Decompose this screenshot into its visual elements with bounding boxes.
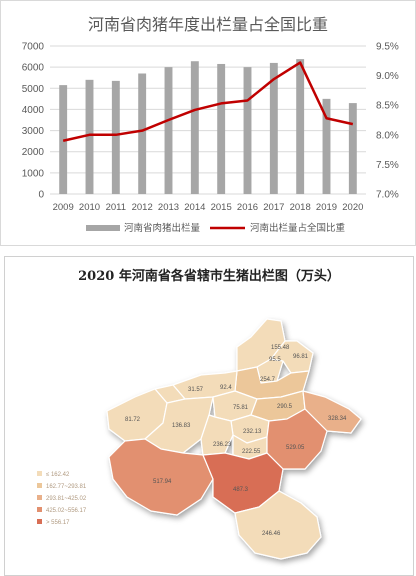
legend-label-4: 425.02~556.17 [46,508,87,514]
bar-2012 [138,73,147,194]
map-label-zhumadian: 487.3 [233,487,249,493]
x-tick-label: 2009 [53,202,74,213]
region-zhoukou [266,408,328,470]
bar-2018 [296,59,305,195]
x-tick-label: 2015 [211,202,232,213]
line-series [62,61,354,142]
henan-map: 155.48 95.5 96.81 254.7 31.57 92.4 81.72… [37,318,362,560]
right-tick-label: 7.5% [376,160,399,171]
region-zhumadian [202,452,284,514]
region-pingdingshan [200,414,234,456]
x-tick-label: 2012 [132,202,153,213]
legend-label-2: 162.77~293.81 [46,484,87,490]
map-label-nanyang: 517.94 [153,479,172,485]
left-tick-label: 1000 [22,168,45,179]
bar-line-chart: 河南省肉猪年度出栏量占全国比重 0 1000 2000 3000 4000 5000 600… [0,0,416,246]
region-xinyang [234,490,322,560]
legend-swatch-1 [37,471,42,476]
map-label-puyang: 96.81 [293,354,309,360]
bar-2016 [243,67,252,194]
legend-bar-swatch [86,225,120,231]
x-tick-label: 2011 [106,202,126,213]
x-tick-label: 2013 [158,202,179,213]
legend-swatch-4 [37,507,42,512]
map-legend: ≤ 162.42 162.77~293.81 293.81~425.02 425… [37,471,87,526]
map-label-anyang: 155.48 [271,345,290,351]
legend-label-1: ≤ 162.42 [46,472,70,478]
map-value-labels: 155.48 95.5 96.81 254.7 31.57 92.4 81.72… [125,345,347,537]
map-label-shangqiu: 328.34 [328,416,347,422]
legend-line-label: 河南出栏量占全国比重 [250,222,346,234]
map-label-xuchang: 232.13 [243,429,262,435]
map-label-luohe: 222.55 [242,449,261,455]
map-title: 2020 年河南省各省辖市生猪出栏图（万头） [78,269,340,284]
bar-2019 [322,98,331,194]
map-label-zhoukou: 529.05 [286,445,305,451]
bar-2020 [348,103,357,194]
x-tick-label: 2016 [237,202,258,213]
map-label-xinyang: 246.46 [262,531,281,537]
map-label-kaifeng: 290.5 [277,404,293,410]
map-label-sanmenxia: 81.72 [125,417,141,423]
bar-2017 [269,62,278,194]
bar-2015 [217,63,226,194]
bar-2011 [111,80,120,194]
map-label-zhengzhou: 75.81 [233,405,249,411]
map-label-hebi: 95.5 [269,357,281,363]
legend-swatch-3 [37,495,42,500]
left-tick-label: 5000 [22,84,45,95]
map-label-pingdingshan: 236.23 [213,442,232,448]
x-tick-label: 2020 [342,202,363,213]
bar-2010 [85,79,94,194]
region-luoyang [144,396,214,454]
left-tick-label: 3000 [22,126,45,137]
x-tick-label: 2019 [316,202,337,213]
map-panel: 2020 年河南省各省辖市生猪出栏图（万头） [4,256,414,576]
legend-bar-label: 河南省肉猪出栏量 [124,222,201,234]
map-label-jiaozuo: 31.57 [188,387,204,393]
legend-label-5: > 556.17 [46,520,70,526]
map-label-luoyang: 136.83 [172,423,191,429]
right-tick-label: 7.0% [376,190,399,201]
bar-series [59,59,357,195]
legend-label-3: 293.81~425.02 [46,496,87,502]
x-tick-label: 2017 [263,202,284,213]
map-label-jiyuan: 92.4 [220,385,232,391]
x-tick-label: 2014 [184,202,205,213]
left-tick-label: 2000 [22,147,45,158]
legend-swatch-2 [37,483,42,488]
x-axis-ticks: 2009 2010 2011 2012 2013 2014 2015 2016 2017 2018… [53,202,364,213]
bar-2013 [164,67,173,194]
right-axis-ticks: 7.0% 7.5% 8.0% 8.5% 9.0% 9.5% [376,42,399,201]
left-tick-label: 4000 [22,105,45,116]
right-tick-label: 8.0% [376,130,399,141]
region-nanyang [108,438,214,516]
share-line [62,61,354,142]
right-tick-label: 9.0% [376,71,399,82]
x-tick-label: 2018 [290,202,311,213]
right-tick-label: 8.5% [376,101,399,112]
legend-swatch-5 [37,519,42,524]
legend: 河南省肉猪出栏量 河南出栏量占全国比重 [86,222,346,234]
left-tick-label: 6000 [22,63,45,74]
bar-2014 [190,61,199,195]
left-axis-ticks: 0 1000 2000 3000 4000 5000 6000 7000 [22,42,45,201]
x-tick-label: 2010 [79,202,100,213]
left-tick-label: 7000 [22,42,45,53]
left-tick-label: 0 [38,190,44,201]
right-tick-label: 9.5% [376,42,399,53]
map-label-xinxiang: 254.7 [260,377,276,383]
chart-title: 河南省肉猪年度出栏量占全国比重 [88,16,328,34]
